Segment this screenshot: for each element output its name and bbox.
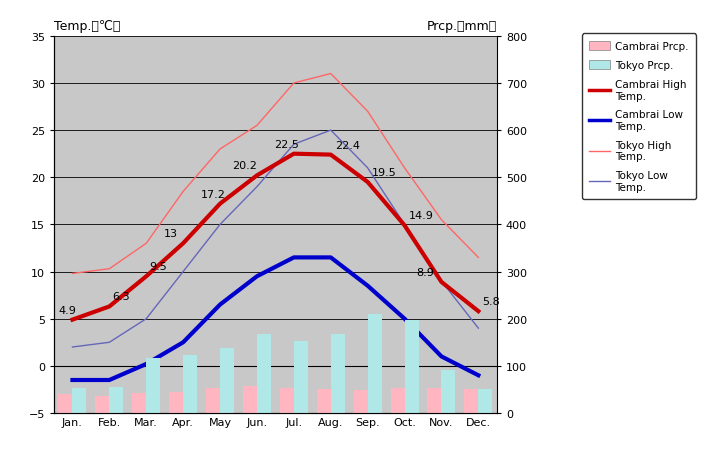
Legend: Cambrai Prcp., Tokyo Prcp., Cambrai High
Temp., Cambrai Low
Temp., Tokyo High
Te: Cambrai Prcp., Tokyo Prcp., Cambrai High…	[582, 34, 696, 200]
Text: 13: 13	[163, 229, 178, 239]
Bar	[206, 389, 220, 413]
Text: Temp.（℃）: Temp.（℃）	[54, 20, 120, 33]
Bar	[478, 389, 492, 413]
Text: 14.9: 14.9	[409, 211, 433, 221]
Bar	[390, 389, 405, 413]
Text: 4.9: 4.9	[58, 305, 76, 315]
Bar	[405, 320, 418, 413]
Bar	[58, 394, 73, 413]
Bar	[317, 389, 330, 413]
Text: 20.2: 20.2	[232, 161, 257, 171]
Text: 22.5: 22.5	[274, 140, 300, 150]
Text: 8.9: 8.9	[416, 268, 434, 277]
Text: 9.5: 9.5	[149, 262, 167, 272]
Bar	[146, 358, 161, 413]
Bar	[183, 355, 197, 413]
Text: 6.3: 6.3	[112, 292, 130, 302]
Text: 22.4: 22.4	[335, 140, 360, 151]
Text: Prcp.（mm）: Prcp.（mm）	[426, 20, 497, 33]
Bar	[257, 335, 271, 413]
Bar	[294, 341, 308, 413]
Bar	[280, 389, 294, 413]
Bar	[441, 370, 456, 413]
Bar	[73, 389, 86, 413]
Text: 17.2: 17.2	[201, 189, 225, 199]
Bar	[243, 386, 257, 413]
Bar	[95, 397, 109, 413]
Text: 19.5: 19.5	[372, 168, 397, 178]
Bar	[368, 314, 382, 413]
Bar	[132, 393, 146, 413]
Bar	[330, 334, 345, 413]
Bar	[169, 392, 183, 413]
Bar	[428, 389, 441, 413]
Bar	[109, 387, 123, 413]
Bar	[464, 390, 478, 413]
Text: 5.8: 5.8	[482, 297, 500, 307]
Bar	[220, 349, 234, 413]
Bar	[354, 391, 368, 413]
